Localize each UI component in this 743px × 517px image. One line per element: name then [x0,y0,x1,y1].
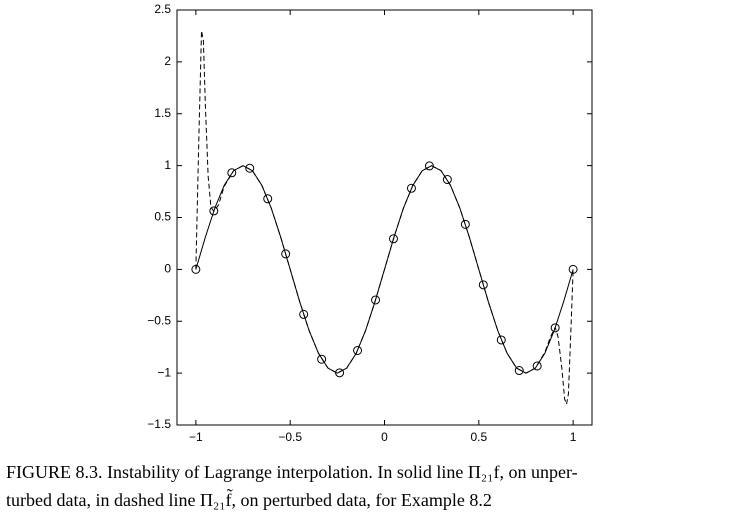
data-point [335,368,345,378]
x-tick-label: 0.5 [470,430,487,444]
data-point [191,264,201,274]
caption-line: turbed data, in dashed line Π₂₁f̃, on pe… [6,490,492,510]
y-tick-label: 0.5 [154,210,171,224]
data-point [227,168,237,178]
axes-box [176,9,593,426]
data-point [245,163,255,173]
x-tick-label: −0.5 [278,430,302,444]
data-line [195,30,574,405]
x-tick-label: 1 [570,430,577,444]
y-tick-label: 2.5 [154,2,171,16]
data-point [371,295,381,305]
x-tick-label: 0 [381,430,388,444]
data-point [442,175,452,185]
y-tick-label: −0.5 [147,313,171,327]
caption-line: FIGURE 8.3. Instability of Lagrange inte… [6,462,578,482]
data-point [299,309,309,319]
data-point [209,206,219,216]
data-point [317,354,327,364]
data-point [514,366,524,376]
data-point [388,234,398,244]
data-point [532,361,542,371]
data-point [281,249,291,259]
y-tick-label: 0 [164,262,171,276]
y-tick-label: −1.5 [147,417,171,431]
data-point [478,280,488,290]
data-point [263,194,273,204]
y-tick-label: 1 [164,158,171,172]
data-point [353,345,363,355]
y-tick-label: −1 [157,365,171,379]
chart: −1.5 −1 −0.5 0 0.5 1 1.5 2 2.5 −1 −0.5 0 0.5 1 [147,2,593,444]
y-tick-label: 2 [164,54,171,68]
x-tick-label: −1 [189,430,203,444]
data-point [460,219,470,229]
data-point [496,335,506,345]
y-tick-label: 1.5 [154,106,171,120]
data-point [550,323,560,333]
data-point [424,161,434,171]
data-point [568,264,578,274]
data-point [406,183,416,193]
